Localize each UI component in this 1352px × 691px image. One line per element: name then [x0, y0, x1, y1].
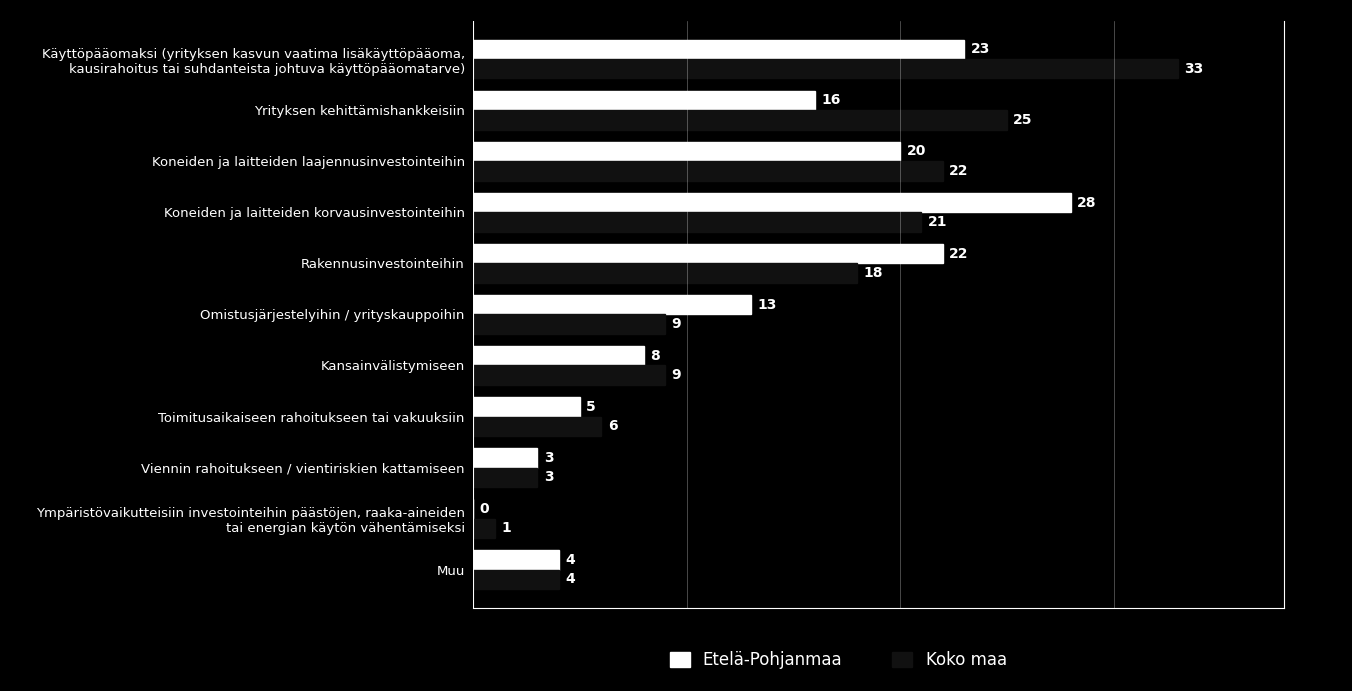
- Text: 3: 3: [544, 471, 553, 484]
- Bar: [473, 295, 750, 314]
- Bar: [473, 519, 495, 538]
- Bar: [473, 366, 665, 385]
- Bar: [473, 570, 558, 589]
- Bar: [473, 346, 644, 366]
- Text: 9: 9: [672, 317, 681, 331]
- Bar: [473, 193, 1071, 212]
- Text: 13: 13: [757, 298, 776, 312]
- Legend: Etelä-Pohjanmaa, Koko maa: Etelä-Pohjanmaa, Koko maa: [662, 645, 1014, 676]
- Bar: [473, 59, 1178, 79]
- Bar: [473, 91, 815, 110]
- Text: 21: 21: [927, 215, 948, 229]
- Bar: [473, 468, 537, 487]
- Bar: [473, 212, 922, 231]
- Bar: [473, 263, 857, 283]
- Text: 5: 5: [587, 400, 596, 414]
- Bar: [473, 161, 942, 180]
- Text: 3: 3: [544, 451, 553, 465]
- Bar: [473, 142, 900, 161]
- Text: 9: 9: [672, 368, 681, 382]
- Text: 1: 1: [502, 522, 511, 536]
- Text: 18: 18: [864, 266, 883, 280]
- Text: 33: 33: [1184, 61, 1203, 76]
- Bar: [473, 448, 537, 468]
- Text: 6: 6: [607, 419, 618, 433]
- Text: 22: 22: [949, 247, 969, 261]
- Text: 25: 25: [1013, 113, 1033, 127]
- Text: 23: 23: [971, 42, 990, 57]
- Text: 16: 16: [821, 93, 841, 107]
- Bar: [473, 110, 1007, 129]
- Text: 22: 22: [949, 164, 969, 178]
- Text: 4: 4: [565, 572, 575, 587]
- Text: 8: 8: [650, 349, 660, 363]
- Text: 4: 4: [565, 553, 575, 567]
- Bar: [473, 417, 602, 436]
- Text: 0: 0: [480, 502, 489, 516]
- Bar: [473, 244, 942, 263]
- Text: 20: 20: [907, 144, 926, 158]
- Bar: [473, 314, 665, 334]
- Bar: [473, 397, 580, 417]
- Bar: [473, 39, 964, 59]
- Bar: [473, 550, 558, 570]
- Text: 28: 28: [1078, 196, 1096, 209]
